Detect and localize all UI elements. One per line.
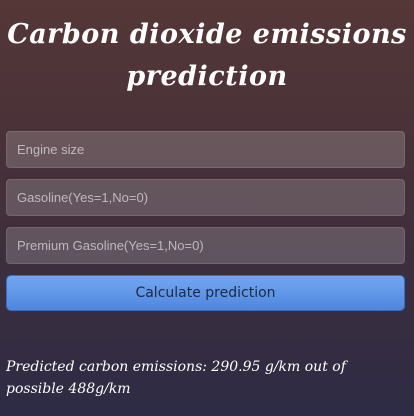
calculate-prediction-button[interactable]: Calculate prediction	[6, 275, 405, 311]
engine-size-input[interactable]	[6, 131, 405, 168]
premium-gasoline-input[interactable]	[6, 227, 405, 264]
page-title: Carbon dioxide emissions prediction	[7, 19, 407, 92]
gasoline-input[interactable]	[6, 179, 405, 216]
prediction-result-text: Predicted carbon emissions: 290.95 g/km …	[6, 359, 346, 397]
